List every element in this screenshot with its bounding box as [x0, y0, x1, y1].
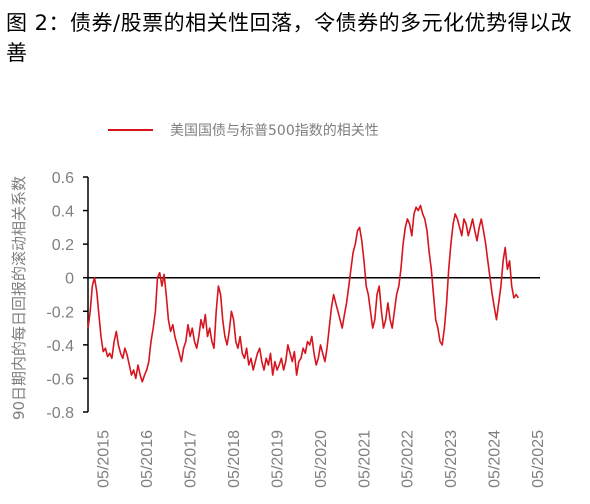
legend-label: 美国国债与标普500指数的相关性	[170, 123, 379, 139]
y-tick-label: -0.4	[46, 338, 74, 355]
y-tick-label: 0.6	[52, 170, 74, 187]
x-tick-label: 05/2016	[139, 430, 156, 488]
x-tick-label: 05/2017	[182, 430, 199, 488]
x-tick-label: 05/2025	[530, 430, 547, 488]
y-tick-label: -0.8	[46, 405, 74, 422]
y-tick-label: 0	[65, 271, 74, 288]
series-line	[87, 204, 519, 383]
x-tick-label: 05/2021	[356, 430, 373, 488]
y-axis-title: 90日期内的每日回报的滚动相关系数	[10, 176, 28, 420]
x-tick-label: 05/2018	[226, 430, 243, 488]
y-tick-label: -0.6	[46, 371, 74, 388]
x-tick-label: 05/2015	[95, 430, 112, 488]
x-tick-label: 05/2024	[487, 430, 504, 488]
y-tick-label: -0.2	[46, 304, 74, 321]
x-tick-label: 05/2023	[443, 430, 460, 488]
x-tick-label: 05/2020	[313, 430, 330, 488]
x-tick-label: 05/2019	[269, 430, 286, 488]
chart-title: 图 2：债券/股票的相关性回落，令债券的多元化优势得以改善	[6, 11, 573, 65]
y-tick-label: 0.4	[52, 204, 74, 221]
y-tick-label: 0.2	[52, 237, 74, 254]
x-tick-label: 05/2022	[400, 430, 417, 488]
